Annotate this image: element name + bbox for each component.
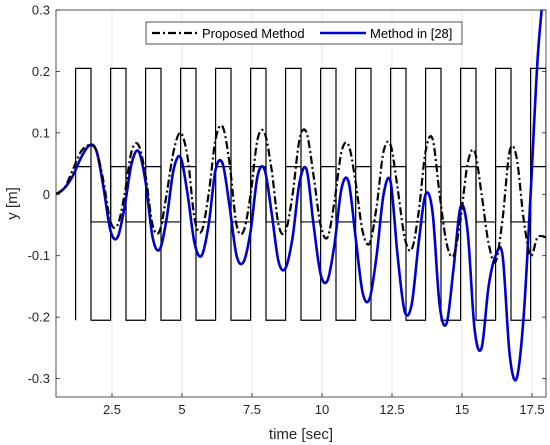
y-tick-label-0: -0.3	[28, 371, 50, 386]
y-tick-label-5: 0.2	[32, 64, 50, 79]
x-tick-label-2: 7.5	[243, 402, 261, 417]
y-tick-label-2: -0.1	[28, 248, 50, 263]
x-tick-label-0: 2.5	[103, 402, 121, 417]
y-tick-label-4: 0.1	[32, 125, 50, 140]
x-tick-label-6: 17.5	[519, 402, 544, 417]
legend-box	[145, 21, 463, 45]
x-tick-label-5: 15	[455, 402, 469, 417]
legend: Proposed Method Method in [28]	[145, 21, 463, 45]
x-tick-label-3: 10	[315, 402, 329, 417]
x-tick-label-1: 5	[178, 402, 185, 417]
series-line-proposed-method	[56, 124, 546, 264]
tick-layer: 2.5 5 7.5 10 12.5 15 17.5 -0.3 -0.2 -0.1 0 0.1 0.2 0.…	[28, 3, 546, 417]
y-tick-label-3: 0	[43, 187, 50, 202]
y-tick-label-6: 0.3	[32, 3, 50, 18]
plot-frame	[55, 9, 547, 398]
legend-label-proposed-method: Proposed Method	[202, 26, 305, 41]
lower-constraint-wave	[75, 166, 546, 321]
y-tick-label-1: -0.2	[28, 310, 50, 325]
legend-label-method-28: Method in [28]	[370, 26, 452, 41]
x-tick-label-4: 12.5	[379, 402, 404, 417]
x-axis-label: time [sec]	[269, 426, 333, 443]
y-axis-label: y [m]	[4, 187, 21, 220]
series-layer	[56, 10, 546, 382]
